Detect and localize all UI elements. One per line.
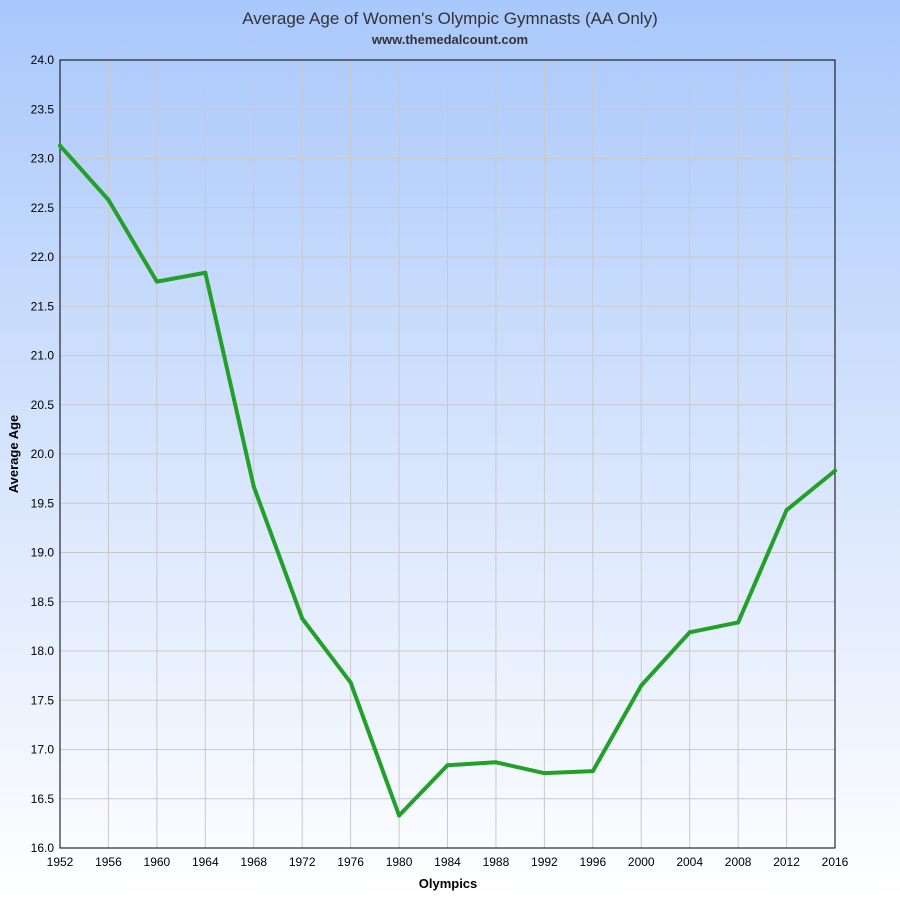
series-layer	[58, 143, 837, 818]
plot-frame	[59, 59, 836, 849]
x-tick-label: 1984	[434, 855, 461, 869]
y-tick-label: 17.0	[31, 743, 55, 757]
chart-title: Average Age of Women's Olympic Gymnasts …	[242, 9, 658, 28]
data-point[interactable]	[542, 771, 547, 776]
y-tick-label: 24.0	[31, 53, 55, 67]
data-point[interactable]	[784, 508, 789, 513]
data-point[interactable]	[590, 769, 595, 774]
y-tick-label: 21.5	[31, 299, 55, 313]
x-tick-label: 1964	[192, 855, 219, 869]
y-tick-label: 16.5	[31, 792, 55, 806]
y-axis-label: Average Age	[6, 415, 21, 494]
chart-subtitle: www.themedalcount.com	[371, 32, 528, 47]
x-tick-label: 2000	[628, 855, 655, 869]
data-point[interactable]	[736, 620, 741, 625]
data-point[interactable]	[251, 484, 256, 489]
y-tick-label: 20.0	[31, 447, 55, 461]
data-point[interactable]	[58, 143, 62, 148]
data-point[interactable]	[154, 279, 159, 284]
data-point[interactable]	[687, 630, 692, 635]
y-tick-label: 19.5	[31, 496, 55, 510]
data-point[interactable]	[833, 468, 837, 473]
x-tick-label: 1980	[386, 855, 413, 869]
x-axis-label: Olympics	[419, 876, 478, 891]
data-point[interactable]	[445, 763, 450, 768]
data-point[interactable]	[203, 270, 208, 275]
x-tick-label: 2004	[676, 855, 703, 869]
y-tick-label: 18.5	[31, 595, 55, 609]
x-tick-label: 1972	[289, 855, 316, 869]
y-tick-label: 18.0	[31, 644, 55, 658]
y-tick-label: 20.5	[31, 398, 55, 412]
x-tick-label: 1956	[95, 855, 122, 869]
y-tick-label: 23.5	[31, 102, 55, 116]
data-point[interactable]	[493, 760, 498, 765]
y-tick-label: 23.0	[31, 152, 55, 166]
y-tick-label: 21.0	[31, 349, 55, 363]
y-tick-label: 22.5	[31, 201, 55, 215]
y-tick-label: 17.5	[31, 693, 55, 707]
data-point[interactable]	[397, 813, 402, 818]
x-tick-label: 1992	[531, 855, 558, 869]
data-point[interactable]	[348, 680, 353, 685]
y-tick-label: 19.0	[31, 546, 55, 560]
data-point[interactable]	[639, 683, 644, 688]
x-tick-label: 1960	[144, 855, 171, 869]
x-axis-ticks: 1952 1956 1960 1964 1968 1972 1976 1980 1984 1988…	[47, 855, 849, 869]
x-tick-label: 1976	[337, 855, 364, 869]
x-tick-label: 1968	[240, 855, 267, 869]
x-tick-label: 2012	[773, 855, 800, 869]
x-tick-label: 1952	[47, 855, 74, 869]
x-tick-label: 1988	[483, 855, 510, 869]
x-tick-label: 2008	[725, 855, 752, 869]
y-axis-ticks: 16.0 16.5 17.0 17.5 18.0 18.5 19.0 19.5 20.0 20.5…	[31, 53, 55, 855]
y-tick-label: 22.0	[31, 250, 55, 264]
grid	[59, 59, 836, 849]
data-point[interactable]	[106, 197, 111, 202]
data-point[interactable]	[300, 616, 305, 621]
x-tick-label: 2016	[822, 855, 849, 869]
x-tick-label: 1996	[579, 855, 606, 869]
y-tick-label: 16.0	[31, 841, 55, 855]
